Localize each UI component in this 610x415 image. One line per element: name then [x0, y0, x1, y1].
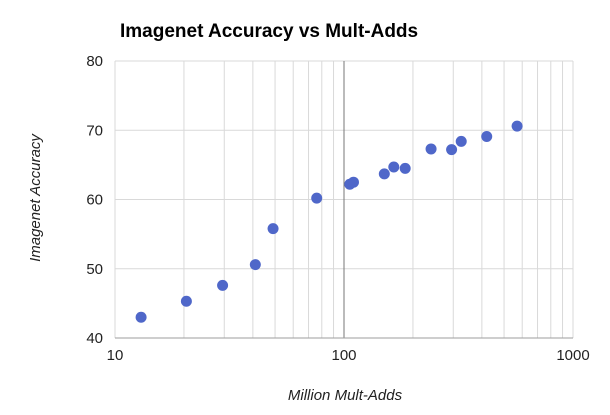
y-tick-label: 70: [86, 122, 103, 139]
data-point: [425, 143, 437, 155]
axis-layer: [115, 61, 573, 339]
data-point: [388, 161, 400, 173]
data-point: [217, 279, 229, 291]
y-tick-label: 40: [86, 330, 103, 347]
y-axis-title: Imagenet Accuracy: [27, 133, 44, 262]
data-point: [511, 120, 523, 132]
data-point: [267, 223, 279, 235]
data-point: [180, 295, 192, 307]
data-point: [481, 130, 493, 142]
data-point: [347, 176, 359, 188]
data-point: [311, 192, 323, 204]
data-point: [455, 135, 467, 147]
tick-label-layer: 40 50 60 70 80 10 100 1000: [86, 53, 589, 364]
x-tick-label: 10: [107, 347, 124, 364]
y-tick-label: 80: [86, 53, 103, 70]
data-point: [446, 144, 458, 156]
data-point: [399, 162, 411, 174]
data-point-layer: [135, 120, 523, 323]
data-point: [249, 259, 261, 271]
data-point: [378, 168, 390, 180]
x-axis-title: Million Mult-Adds: [288, 387, 403, 404]
y-tick-label: 60: [86, 192, 103, 209]
x-tick-label: 1000: [556, 347, 589, 364]
data-point: [135, 311, 147, 323]
chart-title: Imagenet Accuracy vs Mult-Adds: [120, 21, 418, 42]
y-tick-label: 50: [86, 261, 103, 278]
x-tick-label: 100: [331, 347, 356, 364]
